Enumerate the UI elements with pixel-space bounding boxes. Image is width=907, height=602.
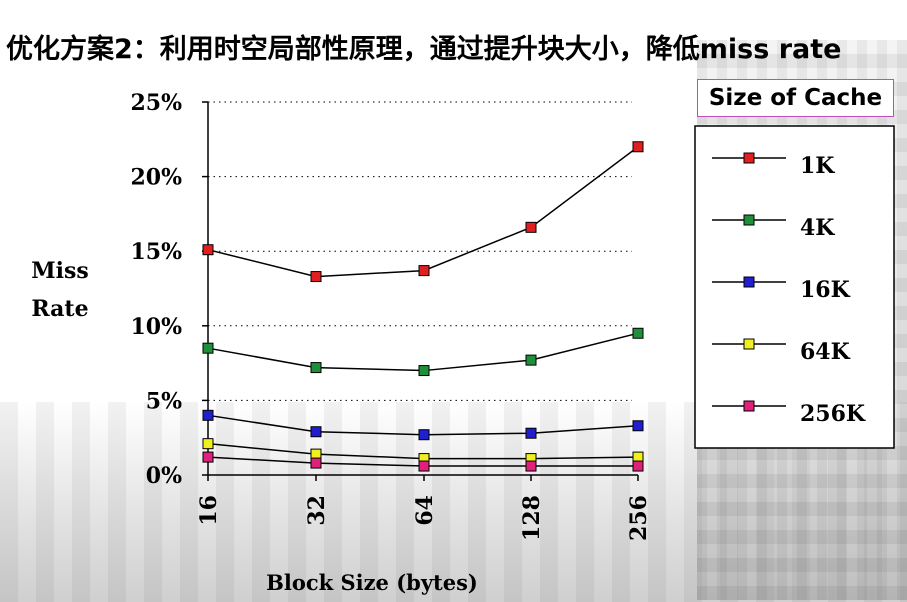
legend-label: 256K — [800, 401, 866, 427]
data-point — [418, 265, 430, 277]
series-line — [207, 332, 639, 372]
data-point — [525, 460, 537, 472]
data-point — [632, 327, 644, 339]
data-point — [310, 271, 322, 283]
x-tick-label: 16 — [196, 495, 222, 526]
y-tick-labels: 0% 5% 10% 15% 20% 25% — [130, 90, 182, 489]
data-point — [310, 362, 322, 374]
data-point — [202, 409, 214, 421]
x-tick-labels: 16 32 64 128 256 — [196, 495, 652, 541]
y-tick-label: 10% — [130, 314, 182, 340]
legend-label: 4K — [800, 215, 835, 241]
x-tick-label: 64 — [412, 495, 438, 526]
legend-marker — [743, 400, 755, 412]
y-axis-label-line: Miss — [31, 258, 88, 284]
x-tick-label: 128 — [519, 495, 545, 541]
legend-label: 64K — [800, 339, 851, 365]
series-group — [202, 141, 644, 472]
y-tick-label: 15% — [130, 239, 182, 265]
data-point — [202, 438, 214, 450]
x-tick-label: 256 — [626, 495, 652, 541]
data-point — [202, 342, 214, 354]
data-point — [202, 244, 214, 256]
legend-label: 16K — [800, 277, 851, 303]
legend-title: Size of Cache — [697, 79, 894, 117]
x-tick-label: 32 — [304, 495, 330, 526]
legend-marker — [743, 214, 755, 226]
legend-label: 1K — [800, 153, 835, 179]
data-point — [632, 460, 644, 472]
legend-marker — [743, 276, 755, 288]
y-axis-label: Miss Rate — [31, 258, 88, 322]
y-axis-label-line: Rate — [31, 296, 88, 322]
data-point — [525, 354, 537, 366]
y-tick-label: 20% — [130, 165, 182, 191]
data-point — [632, 420, 644, 432]
data-point — [310, 457, 322, 469]
data-point — [202, 451, 214, 463]
slide-title: 优化方案2：利用时空局部性原理，通过提升块大小，降低miss rate — [6, 34, 842, 65]
data-point — [310, 426, 322, 438]
legend-marker — [743, 338, 755, 350]
y-tick-label: 25% — [130, 90, 182, 116]
data-point — [418, 429, 430, 441]
data-point — [525, 427, 537, 439]
data-point — [632, 141, 644, 153]
data-point — [418, 365, 430, 377]
x-axis-label: Block Size (bytes) — [266, 570, 478, 595]
legend-box — [694, 125, 895, 449]
data-point — [525, 221, 537, 233]
series-line — [207, 146, 639, 278]
y-tick-label: 5% — [146, 388, 182, 414]
y-tick-label: 0% — [146, 463, 182, 489]
legend-marker — [743, 152, 755, 164]
legend: 1K 4K 16K 64K 256K — [694, 125, 895, 449]
grid-lines — [208, 101, 632, 401]
data-point — [418, 460, 430, 472]
